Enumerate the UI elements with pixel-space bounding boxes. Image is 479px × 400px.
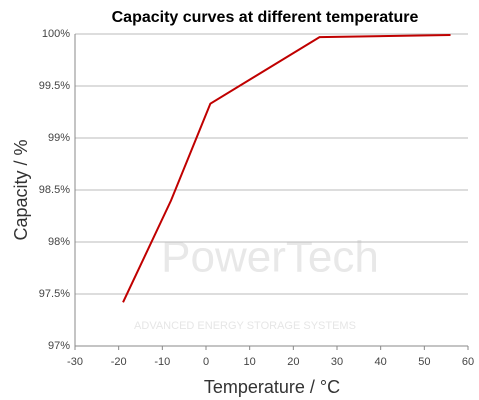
x-tick-label: 0 — [203, 356, 209, 368]
y-tick-label: 99% — [48, 132, 70, 144]
x-tick-label: -30 — [67, 356, 83, 368]
x-tick-label: 10 — [244, 356, 256, 368]
y-tick-label: 98% — [48, 236, 70, 248]
watermark: PowerTech — [161, 233, 379, 282]
y-tick-label: 98.5% — [39, 184, 70, 196]
y-tick-label: 97% — [48, 340, 70, 352]
x-tick-label: 20 — [287, 356, 299, 368]
x-tick-label: 50 — [418, 356, 430, 368]
chart-title: Capacity curves at different temperature — [112, 9, 419, 26]
y-tick-label: 99.5% — [39, 80, 70, 92]
x-tick-label: -10 — [154, 356, 170, 368]
x-tick-label: 40 — [375, 356, 387, 368]
watermark-subtitle: ADVANCED ENERGY STORAGE SYSTEMS — [134, 320, 356, 332]
x-tick-label: -20 — [111, 356, 127, 368]
x-axis-label: Temperature / °C — [204, 377, 340, 397]
y-tick-label: 97.5% — [39, 288, 70, 300]
x-tick-label: 60 — [462, 356, 474, 368]
x-tick-label: 30 — [331, 356, 343, 368]
y-axis-label: Capacity / % — [11, 139, 31, 240]
y-tick-label: 100% — [42, 28, 70, 40]
line — [122, 34, 451, 303]
